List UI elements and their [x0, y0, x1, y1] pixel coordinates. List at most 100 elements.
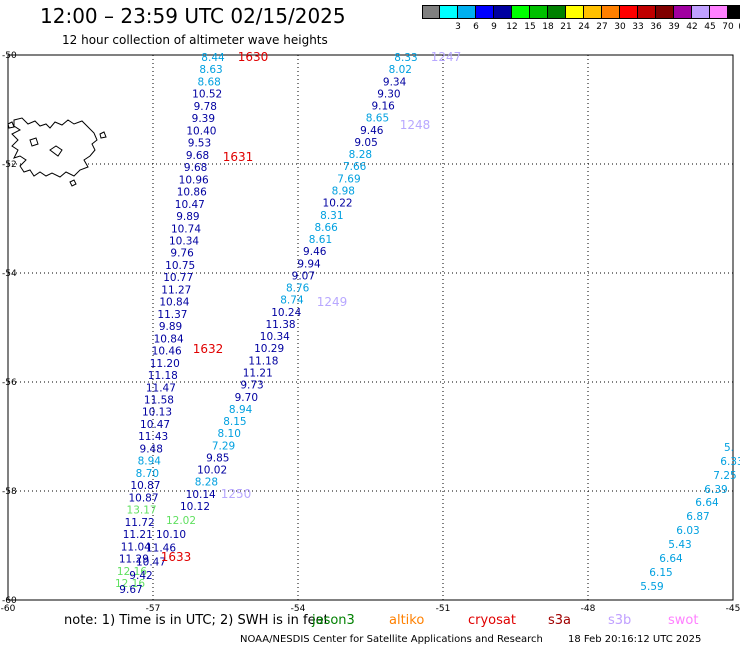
wave-height-value: 9.68	[186, 150, 209, 162]
wave-height-value: 10.34	[260, 331, 290, 343]
wave-height-value: 10.10	[156, 529, 186, 541]
generated-timestamp: 18 Feb 20:16:12 UTC 2025	[568, 634, 702, 645]
lon-tick-label: -51	[436, 604, 451, 614]
wave-height-value: 8.15	[223, 416, 246, 428]
wave-height-value: 10.02	[197, 465, 227, 477]
scale-swatch	[494, 5, 512, 19]
lat-tick-label: -50	[2, 51, 17, 61]
wave-height-value: 9.42	[129, 570, 152, 582]
wave-height-value: 10.87	[128, 492, 158, 504]
scale-label: 39	[668, 22, 680, 32]
wave-height-value: 11.18	[148, 370, 178, 382]
wave-height-value: 5.	[724, 442, 734, 454]
falkland-islands-landmass	[11, 117, 98, 178]
wave-height-value: 9.16	[371, 101, 395, 113]
track-labels: 8.448.638.6810.529.789.3910.409.539.689.…	[115, 50, 740, 596]
lon-tick-label: -60	[1, 604, 16, 614]
lat-tick-label: -52	[2, 160, 17, 170]
scale-label: 70	[722, 22, 734, 32]
wave-height-value: 10.24	[271, 307, 301, 319]
wave-height-value: 11.21	[243, 368, 273, 380]
wave-height-value: 6.15	[649, 567, 672, 579]
page-title: 12:00 – 23:59 UTC 02/15/2025	[40, 4, 346, 28]
wave-height-value: 10.14	[186, 489, 216, 501]
lat-tick-label: -58	[2, 487, 17, 497]
wave-height-value: 11.43	[138, 431, 168, 443]
wave-height-value: 10.87	[130, 480, 160, 492]
lat-tick-label: -56	[2, 378, 17, 388]
scale-label: 24	[578, 22, 590, 32]
wave-height-value: 10.84	[154, 333, 184, 345]
scale-label: 36	[650, 22, 662, 32]
scale-unit: (ft)	[734, 22, 740, 32]
scale-swatch	[602, 5, 620, 19]
pass-time-label: 1249	[317, 295, 348, 309]
pass-time-label: 1248	[400, 118, 431, 132]
scale-swatch	[458, 5, 476, 19]
wave-height-value: 8.65	[366, 113, 389, 125]
scale-label: 15	[524, 22, 536, 32]
lon-tick-label: -57	[146, 604, 161, 614]
lat-tick-label: -60	[2, 596, 17, 606]
scale-swatch	[530, 5, 548, 19]
pass-time-label: 1632	[193, 342, 224, 356]
scale-swatch	[656, 5, 674, 19]
wave-height-value: 8.98	[332, 185, 355, 197]
wave-height-value: 10.40	[186, 125, 216, 137]
wave-height-value: 9.89	[176, 211, 199, 223]
map-frame	[7, 54, 734, 601]
wave-height-value: 10.46	[152, 346, 182, 358]
scale-swatch	[710, 5, 728, 19]
wave-height-value: 10.86	[177, 187, 207, 199]
wave-height-value: 9.46	[303, 246, 327, 258]
credit-line: NOAA/NESDIS Center for Satellite Applica…	[240, 634, 543, 645]
wave-height-value: 10.74	[171, 223, 201, 235]
wave-height-value: 8.02	[389, 64, 412, 76]
wave-height-value: 11.72	[125, 517, 155, 529]
wave-height-value: 8.94	[138, 456, 162, 468]
wave-height-value: 11.18	[248, 355, 278, 367]
pass-time-label: 1250	[221, 487, 252, 501]
scale-swatch	[548, 5, 566, 19]
wave-height-value: 11.20	[150, 358, 180, 370]
wave-height-value: 9.30	[377, 88, 400, 100]
wave-height-value: 5.43	[668, 539, 691, 551]
wave-height-value: 11.04	[121, 541, 151, 553]
wave-height-value: 7.69	[337, 173, 360, 185]
wave-height-value: 10.34	[169, 235, 199, 247]
scale-swatch	[674, 5, 692, 19]
wave-height-value: 6.64	[659, 553, 683, 565]
scale-swatch	[476, 5, 494, 19]
satellite-legend-item: cryosat	[468, 613, 516, 628]
scale-swatch	[584, 5, 602, 19]
wave-height-value: 8.68	[197, 76, 220, 88]
wave-height-value: 10.77	[163, 272, 193, 284]
lon-tick-label: -54	[291, 604, 306, 614]
pass-time-label: 1247	[431, 50, 462, 64]
wave-height-value: 7.66	[343, 161, 367, 173]
wave-height-value: 8.70	[136, 468, 159, 480]
falkland-islets	[7, 121, 107, 187]
wave-height-value: 10.75	[165, 260, 195, 272]
wave-height-value: 6.87	[686, 511, 709, 523]
wave-height-value: 9.34	[383, 76, 407, 88]
wave-height-value: 11.46	[146, 543, 176, 555]
wave-height-value: 9.53	[188, 138, 211, 150]
footnote: note: 1) Time is in UTC; 2) SWH is in fe…	[64, 613, 329, 628]
page-subtitle: 12 hour collection of altimeter wave hei…	[62, 33, 328, 47]
wave-height-value: 10.96	[179, 174, 209, 186]
lat-tick-label: -54	[2, 269, 17, 279]
wave-height-value: 10.13	[142, 407, 172, 419]
scale-swatch	[638, 5, 656, 19]
scale-swatch	[728, 5, 740, 19]
satellite-legend-item: s3a	[548, 613, 572, 628]
scale-label: 3	[455, 22, 461, 32]
scale-swatch	[422, 5, 440, 19]
satellite-legend-item: swot	[668, 613, 699, 628]
pass-time-label: 1633	[161, 550, 192, 564]
wave-height-value: 10.84	[159, 297, 189, 309]
wave-height-value: 9.76	[170, 248, 194, 260]
scale-swatch	[692, 5, 710, 19]
pass-time-label: 1631	[223, 150, 254, 164]
